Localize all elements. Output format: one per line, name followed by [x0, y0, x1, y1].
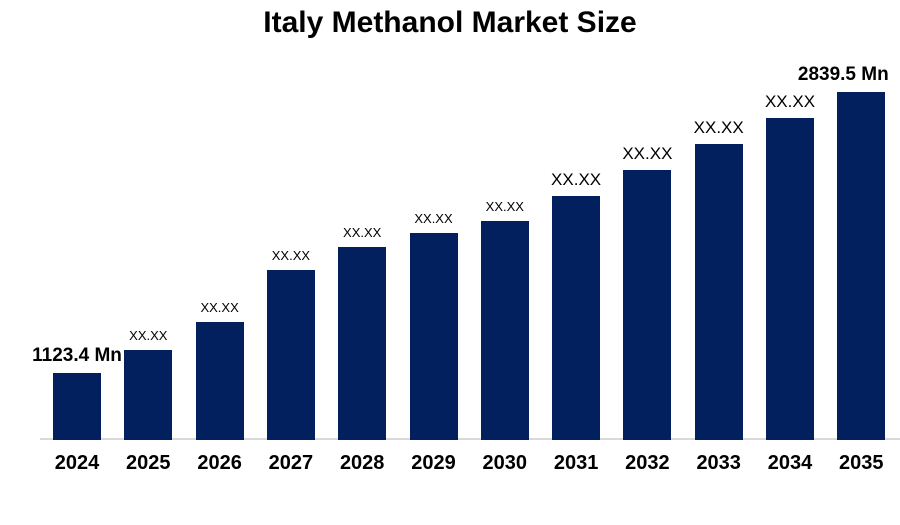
x-axis-line: [40, 438, 900, 440]
x-axis-label-2031: 2031: [553, 452, 599, 474]
bar-value-label-2028: XX.XX: [343, 225, 382, 240]
bar-value-label-2024: 1123.4 Mn: [32, 345, 122, 366]
chart-title: Italy Methanol Market Size: [263, 6, 637, 39]
bar-2027: [266, 270, 315, 440]
x-axis-label-2026: 2026: [197, 452, 242, 474]
x-axis-label-2033: 2033: [696, 452, 741, 474]
bar-value-label-2027: XX.XX: [271, 248, 311, 263]
bar-value-label-2033: XX.XX: [693, 118, 744, 137]
plot-area: 1123.4 Mn XX.XX XX.XX XX.XX XX.XX XX.XX XX.XX X…: [32, 64, 900, 440]
bar-value-label-2035: 2839.5 Mn: [797, 64, 889, 85]
bar-2029: [409, 233, 458, 440]
bar-value-label-2031: XX.XX: [551, 170, 602, 189]
bar-2025: [124, 350, 173, 440]
x-axis-label-2032: 2032: [625, 452, 670, 474]
x-axis-label-2024: 2024: [54, 452, 100, 474]
bar-2024: [53, 373, 101, 440]
bar-value-label-2029: XX.XX: [414, 211, 453, 226]
bar-value-label-2025: XX.XX: [129, 328, 168, 343]
x-axis-label-2035: 2035: [839, 452, 884, 474]
bar-2028: [338, 247, 387, 440]
x-axis-label-2029: 2029: [411, 452, 456, 474]
bar-2031: [552, 196, 601, 440]
bar-value-label-2030: XX.XX: [485, 199, 524, 214]
x-axis-label-2034: 2034: [767, 452, 813, 474]
bar-value-label-2034: XX.XX: [764, 92, 816, 111]
bar-2035: [837, 92, 886, 440]
bar-value-label-2026: XX.XX: [200, 300, 239, 315]
x-axis-label-2027: 2027: [268, 452, 314, 474]
x-axis-label-2025: 2025: [126, 452, 171, 474]
bar-2030: [480, 221, 529, 440]
bar-2032: [623, 170, 672, 440]
bar-2026: [195, 322, 244, 440]
bar-2033: [694, 144, 743, 440]
bar-value-label-2032: XX.XX: [622, 144, 673, 163]
x-axis-label-2030: 2030: [482, 452, 528, 474]
bar-2034: [766, 118, 814, 440]
x-axis-label-2028: 2028: [339, 452, 385, 474]
